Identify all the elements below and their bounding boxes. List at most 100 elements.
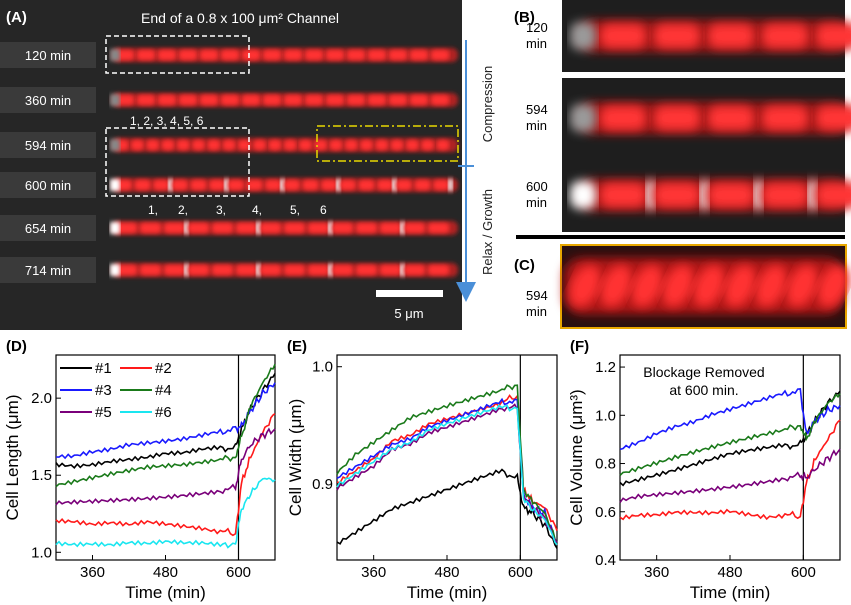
cell — [222, 140, 236, 150]
y-tick-label: 0.6 — [595, 504, 616, 521]
panel-b-time: min — [526, 36, 547, 51]
cell — [406, 140, 419, 150]
cell — [236, 265, 257, 275]
cell-number: 3, — [216, 203, 226, 217]
series-line-6 — [336, 404, 558, 546]
time-label-box — [0, 257, 96, 283]
panel-b-end — [570, 104, 596, 132]
cell — [221, 50, 239, 60]
panel-b-cell — [654, 183, 700, 207]
cell — [158, 50, 176, 60]
panel-b-cell — [600, 24, 646, 48]
time-label-box — [0, 42, 96, 68]
panel-b-cell — [762, 106, 808, 130]
cell-gap — [168, 179, 173, 191]
legend-label: #5 — [95, 404, 112, 421]
panel-c-cell — [786, 265, 818, 307]
cell-number: 6 — [320, 203, 327, 217]
x-axis-label: Time (min) — [125, 583, 206, 602]
cell — [236, 223, 257, 233]
cell-gap — [184, 222, 189, 234]
panel-b-time: 594 — [526, 102, 548, 117]
cell — [436, 140, 449, 150]
cell — [368, 95, 386, 105]
time-label-box — [0, 87, 96, 113]
panel-b-gap — [700, 181, 709, 209]
cell — [260, 265, 281, 275]
cell-gap — [280, 179, 285, 191]
time-label: 360 min — [25, 93, 71, 108]
cell — [238, 140, 251, 150]
scale-bar-label: 5 μm — [394, 306, 423, 321]
cell — [329, 140, 343, 150]
legend-label: #4 — [155, 382, 172, 399]
panel-b-gap — [646, 181, 655, 209]
cell — [284, 265, 305, 275]
panel-b-cell — [816, 106, 851, 130]
cell — [207, 140, 220, 150]
y-tick-label: 1.0 — [595, 407, 616, 424]
cell — [284, 140, 297, 150]
panel-b-time: 120 — [526, 20, 548, 35]
time-label-box — [0, 215, 96, 241]
cell-numbers-after: 1, 2, 3, 4, 5, 6 — [148, 203, 327, 217]
annotation-text: Blockage Removed — [643, 364, 764, 380]
panel-b-gap — [754, 181, 763, 209]
channel-rows: 120 min 360 min 594 min 600 min 654 min 714 m… — [0, 42, 458, 283]
x-axis-label: Time (min) — [690, 583, 771, 602]
cell — [314, 140, 327, 150]
panel-b-cell — [708, 106, 754, 130]
x-tick-label: 600 — [226, 564, 251, 581]
panel-b-end — [570, 181, 596, 209]
cell — [265, 180, 281, 190]
cell — [414, 180, 431, 190]
cell — [308, 223, 329, 233]
cell — [200, 50, 218, 60]
cell — [340, 180, 356, 190]
cell — [200, 95, 218, 105]
y-axis-label: Cell Length (μm) — [3, 394, 22, 520]
panel-c-cell — [631, 265, 663, 307]
cell — [190, 180, 207, 190]
cell — [263, 50, 281, 60]
y-axis-label: Cell Volume (μm³) — [567, 389, 586, 525]
cell — [116, 265, 137, 275]
panel-c-cell — [569, 265, 601, 307]
cell-gap — [448, 179, 453, 191]
y-tick-label: 2.0 — [31, 390, 52, 407]
cell — [396, 180, 412, 190]
panel-a-label: (A) — [6, 9, 27, 26]
series-line-5 — [336, 403, 558, 543]
legend-label: #2 — [155, 360, 172, 377]
series-line-1 — [336, 468, 558, 549]
cell-number: 2, — [178, 203, 188, 217]
cell — [212, 223, 233, 233]
cell — [368, 50, 386, 60]
cell — [347, 95, 365, 105]
cell — [179, 50, 197, 60]
cell-gap — [256, 222, 261, 234]
channel-row: 594 min — [0, 132, 458, 158]
cell — [134, 180, 151, 190]
cell — [431, 50, 449, 60]
cell — [284, 180, 300, 190]
series-line-6 — [55, 477, 276, 549]
cell — [299, 140, 312, 150]
cell-number: 4, — [252, 203, 262, 217]
x-tick-label: 600 — [791, 564, 816, 581]
cell — [268, 140, 281, 150]
panel-b-time: min — [526, 195, 547, 210]
time-label: 600 min — [25, 178, 71, 193]
panel-c-label: (C) — [514, 257, 535, 274]
channel-end — [110, 139, 120, 151]
panel-c-cell — [724, 265, 756, 307]
cell — [433, 180, 449, 190]
chart-panel-label: (F) — [570, 338, 589, 355]
channel-row: 120 min — [0, 42, 458, 68]
cell — [326, 95, 344, 105]
panel-b-cell — [708, 183, 754, 207]
x-tick-label: 600 — [508, 564, 533, 581]
